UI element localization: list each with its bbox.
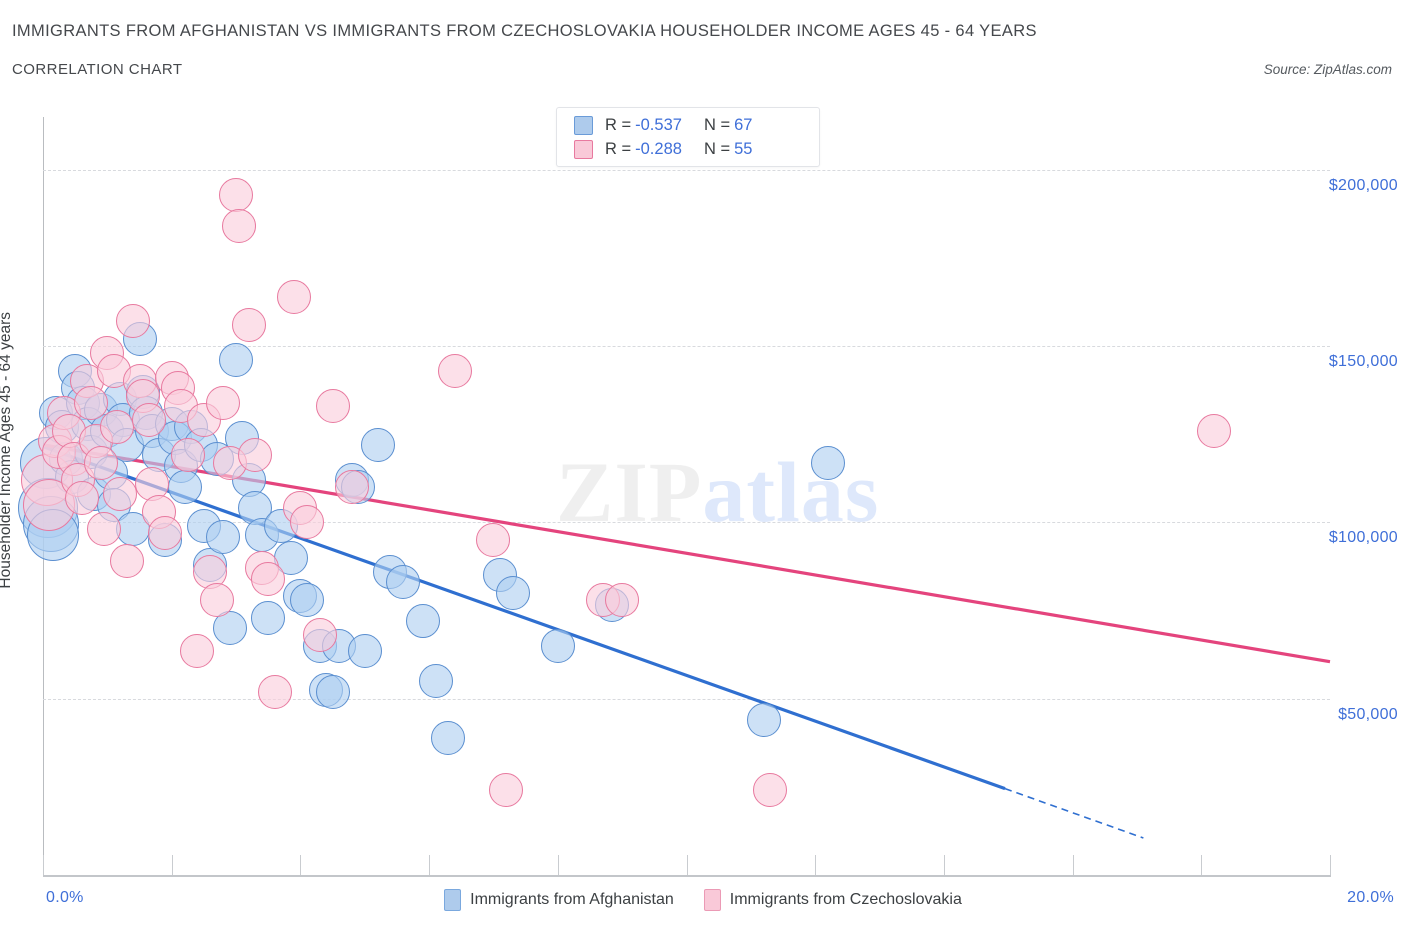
- x-axis-min-label: 0.0%: [46, 889, 84, 906]
- x-tick-mark: [300, 855, 302, 875]
- legend-label-afghanistan: Immigrants from Afghanistan: [470, 891, 674, 908]
- data-point: [219, 343, 254, 378]
- data-point: [437, 353, 472, 388]
- x-axis-max-label: 20.0%: [1347, 889, 1394, 906]
- data-point: [489, 773, 524, 808]
- legend-item-czechoslovakia[interactable]: Immigrants from Czechoslovakia: [703, 889, 962, 911]
- y-tick-label: $200,000: [1328, 176, 1398, 194]
- x-tick-mark: [1072, 855, 1074, 875]
- x-tick-mark: [1330, 855, 1331, 875]
- x-tick-mark: [1201, 855, 1203, 875]
- stats-row-czechoslovakia: R = -0.288 N = 55: [574, 137, 752, 161]
- data-point: [74, 385, 109, 420]
- y-tick-label: $50,000: [1338, 705, 1398, 723]
- data-point: [315, 389, 350, 424]
- gridline: [43, 169, 1330, 171]
- data-point: [109, 544, 144, 579]
- data-point: [315, 674, 350, 709]
- series-legend: Immigrants from Afghanistan Immigrants f…: [0, 889, 1406, 911]
- stats-n-value-pink: 55: [734, 139, 753, 158]
- stats-swatch-blue: [574, 115, 593, 135]
- data-point: [170, 438, 205, 473]
- data-point: [476, 523, 511, 558]
- data-point: [746, 702, 781, 737]
- x-tick-mark: [943, 855, 945, 875]
- source-label: Source: ZipAtlas.com: [1263, 62, 1392, 77]
- x-tick-mark: [557, 855, 559, 875]
- data-point: [116, 304, 151, 339]
- data-point: [289, 505, 324, 540]
- data-point: [753, 773, 788, 808]
- data-point: [180, 634, 215, 669]
- chart-subtitle: CORRELATION CHART: [12, 61, 183, 78]
- data-point: [219, 177, 254, 212]
- data-point: [386, 565, 421, 600]
- y-axis-title: Householder Income Ages 45 - 64 years: [0, 312, 14, 589]
- data-point: [238, 438, 273, 473]
- page-title: IMMIGRANTS FROM AFGHANISTAN VS IMMIGRANT…: [12, 22, 1037, 40]
- data-point: [276, 279, 311, 314]
- gridline: [43, 346, 1330, 348]
- data-point: [231, 308, 266, 342]
- data-point: [100, 410, 134, 445]
- y-tick-label: $150,000: [1328, 353, 1398, 371]
- x-tick-mark: [171, 855, 173, 875]
- legend-swatch-czechoslovakia: [703, 889, 721, 911]
- correlation-stats-box: R = -0.537 N = 67 R = -0.288 N = 55: [556, 107, 820, 167]
- data-point: [334, 470, 369, 505]
- data-point: [1197, 413, 1232, 448]
- y-tick-label: $100,000: [1328, 529, 1398, 547]
- gridline: [43, 522, 1330, 524]
- data-point: [811, 445, 846, 480]
- stats-n-label-blue: N =: [703, 115, 731, 134]
- data-point: [540, 628, 575, 663]
- x-axis-line: [43, 875, 1331, 877]
- stats-r-value-blue: -0.537: [635, 115, 682, 134]
- x-tick-mark: [815, 855, 817, 875]
- x-tick-mark: [429, 855, 431, 875]
- data-point: [347, 634, 382, 669]
- stats-n-value-blue: 67: [734, 115, 753, 134]
- stats-row-afghanistan: R = -0.537 N = 67: [574, 113, 752, 137]
- data-point: [495, 575, 530, 610]
- plot-area: [18, 117, 1331, 875]
- data-point: [167, 470, 202, 505]
- data-point: [431, 720, 466, 755]
- data-point: [405, 604, 440, 639]
- data-point: [360, 427, 395, 462]
- data-point: [251, 561, 286, 596]
- data-point: [64, 480, 99, 515]
- trendline-extension-dashed: [1004, 787, 1144, 839]
- data-point: [257, 674, 292, 709]
- data-point: [132, 403, 167, 438]
- data-point: [148, 516, 183, 551]
- data-point: [251, 600, 286, 635]
- x-tick-mark: [43, 855, 44, 875]
- legend-swatch-afghanistan: [444, 889, 462, 911]
- stats-n-label-pink: N =: [703, 139, 731, 158]
- data-point: [87, 512, 122, 547]
- gridline: [43, 698, 1330, 700]
- data-point: [103, 477, 138, 512]
- data-point: [302, 618, 337, 653]
- x-tick-mark: [686, 855, 688, 875]
- stats-r-value-pink: -0.288: [635, 139, 682, 158]
- legend-label-czechoslovakia: Immigrants from Czechoslovakia: [729, 891, 962, 908]
- data-point: [206, 519, 241, 554]
- legend-item-afghanistan[interactable]: Immigrants from Afghanistan: [444, 889, 674, 911]
- data-point: [83, 445, 118, 480]
- stats-r-label-pink: R =: [605, 139, 632, 158]
- stats-swatch-pink: [574, 139, 593, 159]
- stats-r-label-blue: R =: [605, 115, 632, 134]
- data-point: [222, 209, 257, 244]
- data-point: [206, 385, 241, 420]
- data-point: [605, 583, 640, 617]
- trendline-blue: [42, 445, 1006, 791]
- data-point: [199, 583, 234, 617]
- data-point: [289, 583, 324, 617]
- data-point: [418, 664, 453, 699]
